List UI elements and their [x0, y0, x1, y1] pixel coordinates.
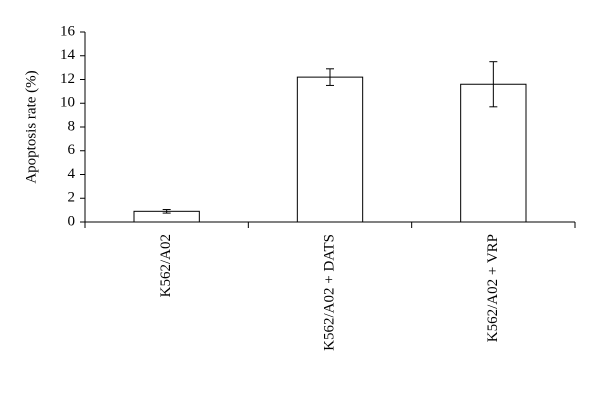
- y-tick-label: 4: [68, 166, 76, 182]
- y-tick-label: 12: [60, 71, 75, 87]
- y-tick-label: 14: [60, 47, 76, 63]
- y-tick-label: 10: [60, 95, 75, 111]
- x-tick-label: K562/A02: [158, 234, 174, 297]
- y-tick-label: 16: [60, 23, 76, 39]
- bar: [296, 76, 364, 223]
- y-tick-label: 2: [68, 190, 76, 206]
- y-tick-label: 8: [68, 118, 76, 134]
- y-tick-label: 6: [68, 142, 76, 158]
- x-tick-label: K562/A02 + DATS: [321, 234, 337, 351]
- y-axis-label: Apoptosis rate (%): [23, 70, 39, 183]
- x-tick-label: K562/A02 + VRP: [485, 234, 501, 342]
- y-tick-label: 0: [68, 213, 76, 229]
